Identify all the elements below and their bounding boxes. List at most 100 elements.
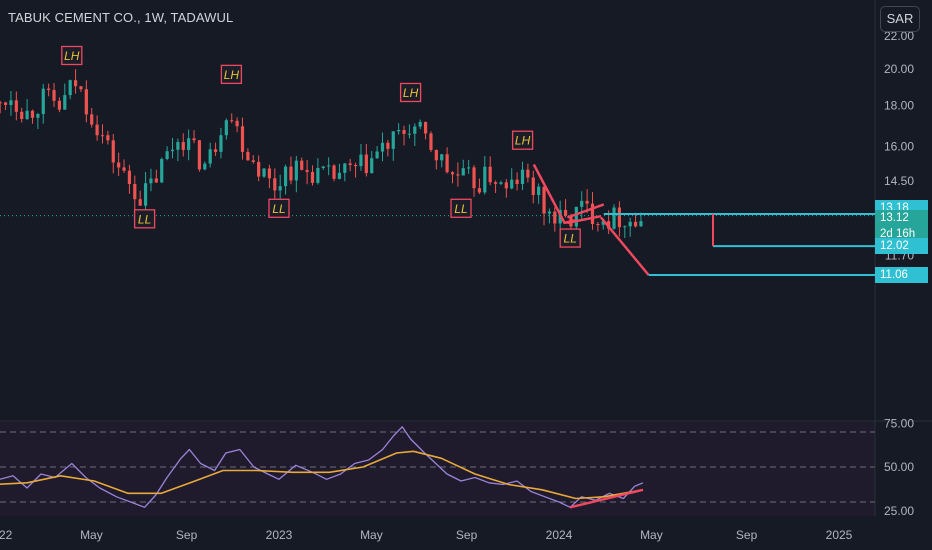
candle-body bbox=[278, 186, 282, 191]
candle-body bbox=[165, 151, 169, 159]
candle-body bbox=[434, 149, 438, 161]
candle-body bbox=[526, 169, 530, 178]
candle-body bbox=[397, 130, 401, 132]
candle-body bbox=[563, 209, 568, 216]
time-tick-label: Sep bbox=[456, 528, 478, 542]
candles bbox=[0, 69, 643, 239]
candle-body bbox=[170, 149, 175, 152]
price-tick-label: 14.50 bbox=[884, 174, 914, 188]
candle-body bbox=[294, 160, 298, 181]
candle-body bbox=[289, 166, 293, 181]
pattern-line bbox=[600, 216, 650, 276]
candle-body bbox=[95, 124, 99, 136]
candle-body bbox=[402, 130, 406, 134]
rsi-ma-line bbox=[0, 450, 644, 500]
candle-body bbox=[440, 154, 444, 161]
candle-body bbox=[332, 165, 336, 179]
candle-body bbox=[41, 88, 45, 115]
candle-body bbox=[364, 154, 368, 174]
candle-body bbox=[224, 120, 228, 136]
candle-body bbox=[111, 140, 115, 163]
candle-body bbox=[623, 226, 627, 228]
candle-body bbox=[488, 166, 492, 183]
candle-body bbox=[106, 135, 110, 141]
price-label-value: 12.02 bbox=[880, 240, 909, 253]
candle-body bbox=[547, 211, 552, 214]
candle-body bbox=[353, 164, 358, 167]
candle-body bbox=[515, 179, 519, 185]
candle-body bbox=[9, 100, 13, 105]
candle-body bbox=[483, 166, 487, 193]
candle-body bbox=[219, 135, 223, 152]
candle-body bbox=[423, 122, 428, 134]
pattern-line bbox=[566, 203, 605, 219]
pivot-label-text: LL bbox=[564, 232, 577, 246]
rsi-line bbox=[0, 426, 644, 508]
candle-body bbox=[520, 169, 525, 185]
candle-body bbox=[100, 135, 105, 137]
candle-body bbox=[537, 186, 541, 196]
pivot-label-box bbox=[220, 64, 243, 85]
candle-body bbox=[601, 221, 605, 225]
pivot-label: LH bbox=[220, 64, 243, 85]
candle-body bbox=[596, 224, 600, 226]
candle-body bbox=[375, 151, 379, 159]
candle-body bbox=[445, 154, 449, 173]
pivot-label: LL bbox=[450, 198, 472, 218]
candle-body bbox=[477, 188, 482, 193]
candle-body bbox=[14, 100, 18, 112]
candle-body bbox=[531, 177, 535, 196]
pivot-label: LH bbox=[61, 45, 83, 66]
price-tick-label: 20.00 bbox=[884, 62, 914, 76]
candle-body bbox=[262, 168, 266, 177]
candle-body bbox=[456, 174, 460, 176]
time-tick-label: Sep bbox=[736, 528, 758, 542]
pivot-label-box bbox=[61, 45, 83, 66]
candle-body bbox=[617, 207, 622, 228]
pivot-label-text: LL bbox=[138, 212, 151, 226]
candle-body bbox=[574, 206, 578, 227]
candle-body bbox=[472, 167, 476, 189]
price-label-value: 13.12 bbox=[880, 211, 909, 224]
candle-body bbox=[467, 167, 471, 169]
candle-body bbox=[90, 114, 94, 125]
candle-body bbox=[143, 183, 148, 206]
candle-body bbox=[0, 102, 2, 104]
pivot-label-text: LH bbox=[403, 86, 419, 100]
pivot-label-box bbox=[511, 130, 534, 150]
pivot-label: LL bbox=[133, 209, 156, 229]
candle-body bbox=[3, 102, 8, 105]
candle-body bbox=[510, 179, 514, 189]
candle-body bbox=[450, 172, 455, 175]
candle-body bbox=[343, 163, 347, 173]
candle-body bbox=[413, 126, 417, 134]
rsi-tick-label: 25.00 bbox=[884, 504, 914, 518]
pivot-label-box bbox=[559, 228, 581, 248]
time-tick-label: 2022 bbox=[0, 528, 13, 542]
price-tick-label: 22.00 bbox=[884, 29, 914, 43]
candle-body bbox=[68, 80, 72, 96]
candle-body bbox=[25, 110, 29, 119]
candle-body bbox=[181, 142, 185, 150]
chart-title: TABUK CEMENT CO., 1W, TADAWUL bbox=[8, 10, 234, 25]
pivot-label: LH bbox=[399, 82, 422, 103]
candle-body bbox=[612, 207, 616, 229]
price-label: 11.06 bbox=[875, 266, 928, 283]
candle-body bbox=[386, 142, 390, 149]
pivot-label-text: LL bbox=[272, 202, 285, 216]
candle-body bbox=[20, 111, 24, 119]
time-tick-label: 2023 bbox=[266, 528, 293, 542]
pivot-label: LL bbox=[559, 228, 581, 248]
rsi-tick-label: 50.00 bbox=[884, 460, 914, 474]
currency-button[interactable]: SAR bbox=[880, 6, 920, 32]
pivot-label-box bbox=[268, 198, 290, 218]
candle-body bbox=[310, 171, 315, 183]
candle-body bbox=[305, 169, 309, 172]
time-tick-label: 2024 bbox=[546, 528, 573, 542]
candle-body bbox=[36, 114, 40, 118]
candle-body bbox=[192, 138, 196, 141]
candle-body bbox=[493, 182, 498, 184]
price-tick-label: 18.00 bbox=[884, 99, 914, 113]
candle-body bbox=[160, 158, 164, 183]
